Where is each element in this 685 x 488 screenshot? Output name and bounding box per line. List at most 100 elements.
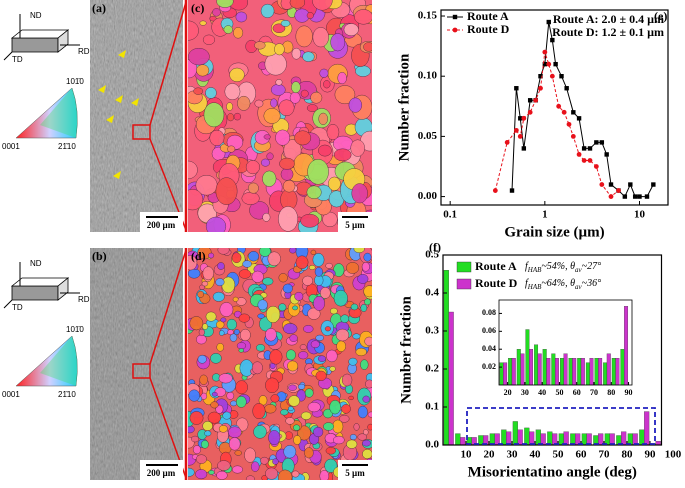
grain [283,323,298,335]
grain [195,454,207,464]
ipf-key: 101̄0 0001 21̄10 [2,77,84,151]
inset-bar [534,344,539,386]
grain [310,249,317,256]
bar [524,427,530,446]
triad-label: ND [30,259,42,268]
grain [360,359,369,370]
grain [189,316,204,331]
grain [302,275,313,286]
ipf-triangle [15,87,78,139]
inset-bar [511,358,516,386]
grain [265,467,279,480]
inset-bar [577,358,582,386]
marker [570,133,576,139]
grain [289,248,297,254]
grain [333,435,345,445]
marker [514,86,519,91]
legend-marker [452,27,458,33]
grain [329,399,341,415]
x-tick-label: 60 [576,449,588,461]
chart: 0.0 0.1 0.2 0.3 0.4 0.5 10 20 30 40 50 60 70 80 90 100 M… [398,240,681,481]
grain [306,185,322,199]
grain [365,379,372,389]
grain [288,384,297,391]
panel-label: (f) [429,240,441,254]
grain [343,23,359,36]
grain [257,299,268,311]
grain [300,213,320,228]
scale-bar: 5 µm [338,460,372,480]
grain [335,328,350,342]
grain [336,340,346,352]
y-tick-label: 0.2 [425,363,439,375]
legend-note-part: ~36° [582,278,601,289]
inset-y-tick-label: 0.04 [482,344,496,353]
specimen-block [11,285,59,301]
grain [262,277,274,286]
marker [581,146,587,151]
marker [566,121,572,127]
grain [333,289,348,307]
legend-swatch [456,278,472,290]
triad-label: ND [30,11,42,20]
marker [622,194,628,199]
ebsd-map [188,0,372,232]
legend-marker [452,14,458,20]
grain [209,129,225,146]
grain [307,307,321,320]
grain [188,467,195,477]
grain [325,262,333,269]
inset-bar [542,349,547,386]
grain [238,313,250,323]
y-tick-label: 0.05 [418,130,438,142]
grain [216,320,225,329]
grain [219,302,234,317]
grain [244,447,256,463]
marker [616,188,621,193]
grain [312,0,333,11]
grain [188,160,198,180]
x-tick-label: 70 [599,449,611,461]
ipf-label: 21̄10 [58,142,76,151]
grain [317,355,326,362]
marker [504,140,510,145]
grain [212,291,225,302]
x-tick-label: 50 [553,449,565,461]
x-tick-label: 30 [507,449,519,461]
grain [204,430,212,437]
arrow [115,95,123,103]
grain [227,329,234,335]
specimen-side [57,29,69,53]
grain [306,12,314,19]
marker [559,74,564,79]
inset-y-tick-label: 0.02 [482,362,496,371]
inset-x-tick-label: 20 [504,388,512,397]
scale-text: 5 µm [345,220,365,230]
panel-label: (b) [92,249,107,263]
legend-label: Route A [467,9,509,23]
grain [310,91,323,104]
panel-label: (d) [191,249,206,263]
grain [289,334,298,342]
specimen-block [11,37,59,53]
grain [230,400,238,407]
marker [517,133,523,139]
grain [217,248,230,255]
grain [353,423,360,431]
grain [314,267,323,277]
grain [245,160,260,175]
marker [571,110,576,115]
grain [300,89,309,98]
grain [232,296,239,302]
bar [460,437,466,446]
grain [303,325,314,333]
ipf-label: 0001 [2,142,20,151]
inset-bar [603,362,608,386]
triad-label: RD [78,295,90,304]
inset-bar [598,358,603,386]
inset-bar [516,349,521,386]
marker [599,182,605,187]
grain [306,104,318,112]
grain [319,68,329,78]
